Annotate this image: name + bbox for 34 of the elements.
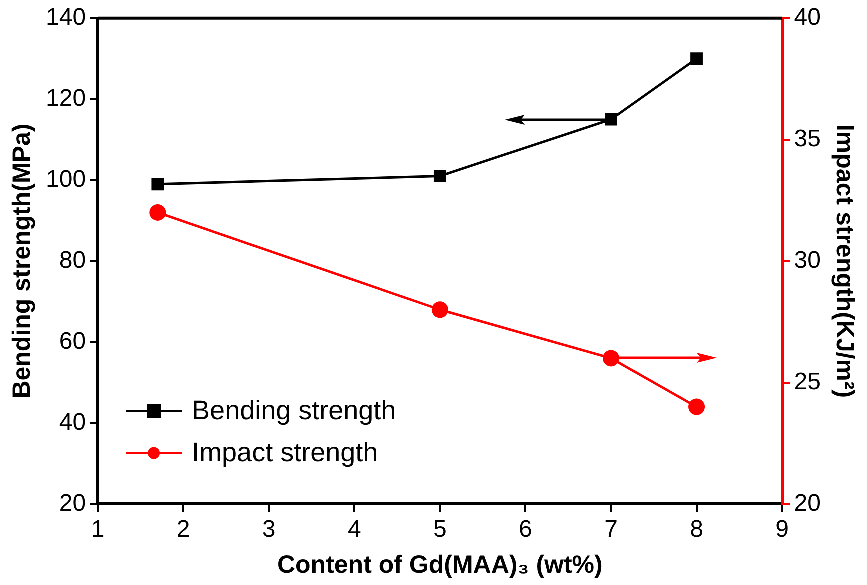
legend-label: Bending strength — [192, 396, 396, 426]
y2-tick-label: 20 — [794, 490, 822, 517]
x-axis-title: Content of Gd(MAA)₃ (wt%) — [277, 550, 603, 579]
y-tick-label: 100 — [46, 166, 86, 193]
point — [152, 178, 164, 191]
point — [605, 113, 618, 126]
y-tick-label: 20 — [59, 490, 86, 517]
y2-tick-label: 30 — [794, 246, 822, 274]
point — [602, 350, 620, 367]
y2-tick-label: 40 — [794, 4, 822, 32]
y2-tick-label: 25 — [794, 368, 822, 396]
y2-tick-label: 35 — [794, 125, 822, 152]
x-tick-label: 6 — [519, 516, 532, 544]
y-tick-label: 60 — [59, 328, 86, 355]
point — [434, 170, 446, 182]
x-tick-label: 5 — [433, 516, 447, 544]
x-tick-label: 4 — [348, 516, 362, 544]
x-tick-label: 7 — [604, 516, 618, 544]
x-tick-label: 1 — [91, 516, 105, 544]
point — [150, 204, 166, 221]
y-tick-label: 120 — [46, 84, 86, 112]
y-axis-title: Bending strength(MPa) — [8, 124, 36, 399]
x-tick-label: 9 — [776, 516, 789, 544]
legend-label: Impact strength — [192, 438, 378, 468]
x-tick-label: 8 — [690, 516, 704, 544]
point — [688, 398, 706, 416]
point — [690, 52, 703, 66]
y-tick-label: 140 — [46, 4, 86, 32]
x-tick-label: 3 — [262, 516, 276, 544]
y-tick-label: 80 — [59, 246, 86, 274]
y-tick-label: 40 — [59, 408, 86, 436]
y2-axis-title: Impact strength(KJ/m²) — [831, 124, 860, 398]
x-tick-label: 2 — [176, 516, 190, 544]
point — [432, 302, 448, 318]
